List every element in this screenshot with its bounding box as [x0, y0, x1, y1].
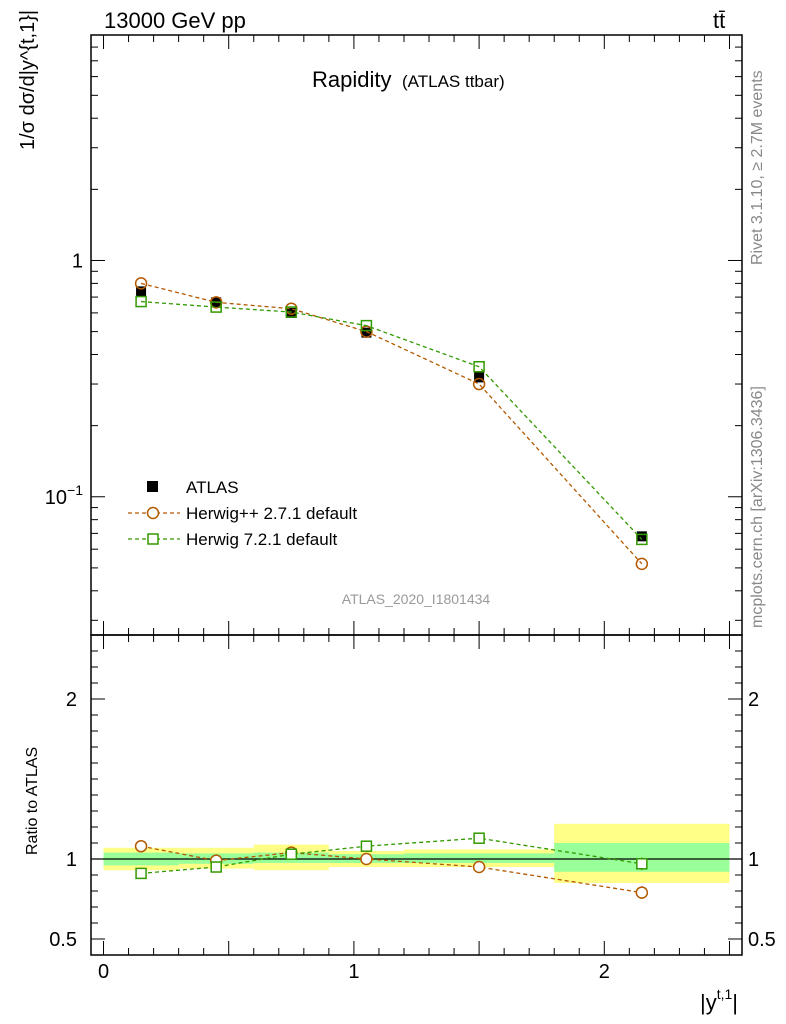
mc2-point	[135, 295, 147, 308]
legend-mc2-label: Herwig 7.2.1 default	[186, 530, 337, 549]
x-axis-label: |yt,1|	[700, 986, 738, 1015]
legend-mc1-label: Herwig++ 2.7.1 default	[186, 504, 357, 523]
atlas-point	[286, 307, 297, 318]
legend-mc2-marker	[147, 533, 159, 545]
legend-data-label: ATLAS	[186, 478, 239, 497]
mc2-main-line	[141, 300, 643, 540]
mc1-ratio-line	[140, 845, 642, 894]
ratio-frame	[90, 634, 743, 956]
x-tick-label: 2	[599, 961, 610, 983]
ratio-tick-label: 2	[66, 689, 77, 711]
y-tick-label: 1	[72, 250, 83, 272]
mc1-ratio-point	[134, 839, 148, 853]
mc2-point	[210, 301, 222, 313]
atlas-point	[136, 286, 147, 297]
mc2-ratio-point	[285, 848, 298, 860]
y-tick-label: 10−1	[45, 482, 83, 509]
x-tick-label: 1	[348, 961, 359, 983]
ratio-tick-label-right: 2	[748, 689, 759, 711]
legend: ATLAS Herwig++ 2.7.1 default Herwig 7.2.…	[128, 478, 357, 549]
ratio-ylabel: Ratio to ATLAS	[24, 747, 41, 855]
mc2-point	[360, 319, 373, 332]
atlas-point	[474, 372, 485, 383]
mc1-point	[472, 377, 486, 391]
mc1-main-line	[140, 282, 643, 565]
x-tick-label: 0	[98, 961, 109, 983]
mc2-ratio-point	[210, 861, 222, 873]
mc2-point	[473, 361, 485, 373]
plot-subtitle: (ATLAS ttbar)	[402, 72, 505, 91]
analysis-id: ATLAS_2020_I1801434	[342, 591, 491, 607]
axis-ticks	[91, 34, 742, 955]
mc2-ratio-point	[360, 840, 373, 852]
mc1-ratio-point	[360, 852, 373, 866]
data-marks	[134, 277, 649, 899]
mc2-ratio-point	[135, 867, 147, 880]
mc2-ratio-point	[636, 858, 648, 870]
mc2-point	[285, 306, 298, 318]
atlas-point	[636, 531, 647, 542]
ratio-tick-label: 0.5	[49, 929, 77, 951]
legend-mc1-marker	[146, 506, 160, 520]
ratio-tick-label: 1	[66, 849, 77, 871]
rivet-version: Rivet 3.1.10, ≥ 2.7M events	[749, 70, 766, 265]
mc2-point	[636, 533, 648, 546]
ratio-tick-label-right: 1	[748, 849, 759, 871]
beam-label: 13000 GeV pp	[104, 8, 246, 33]
band-inner	[403, 853, 555, 863]
source-label: mcplots.cern.ch [arXiv:1306.3436]	[749, 386, 766, 628]
mc1-ratio-point	[472, 860, 486, 874]
tick-labels: 0 1 2 1 10−1 2 2 1 1 0.5 0.5	[45, 250, 776, 983]
mc1-ratio-point	[635, 886, 649, 899]
ratio-tick-label-right: 0.5	[748, 929, 776, 951]
atlas-point	[361, 327, 372, 338]
legend-data-marker	[147, 481, 158, 492]
mc-uncertainty-bands	[103, 823, 730, 883]
main-ylabel: 1/σ dσ/d|y^{t,1}|	[17, 10, 39, 150]
mc2-ratio-point	[473, 832, 485, 844]
plot-title: Rapidity	[312, 67, 391, 92]
mc2-ratio-line	[141, 837, 642, 875]
process-label: tt̄	[713, 8, 725, 33]
mc1-point	[134, 277, 148, 290]
mc1-point	[635, 557, 649, 571]
